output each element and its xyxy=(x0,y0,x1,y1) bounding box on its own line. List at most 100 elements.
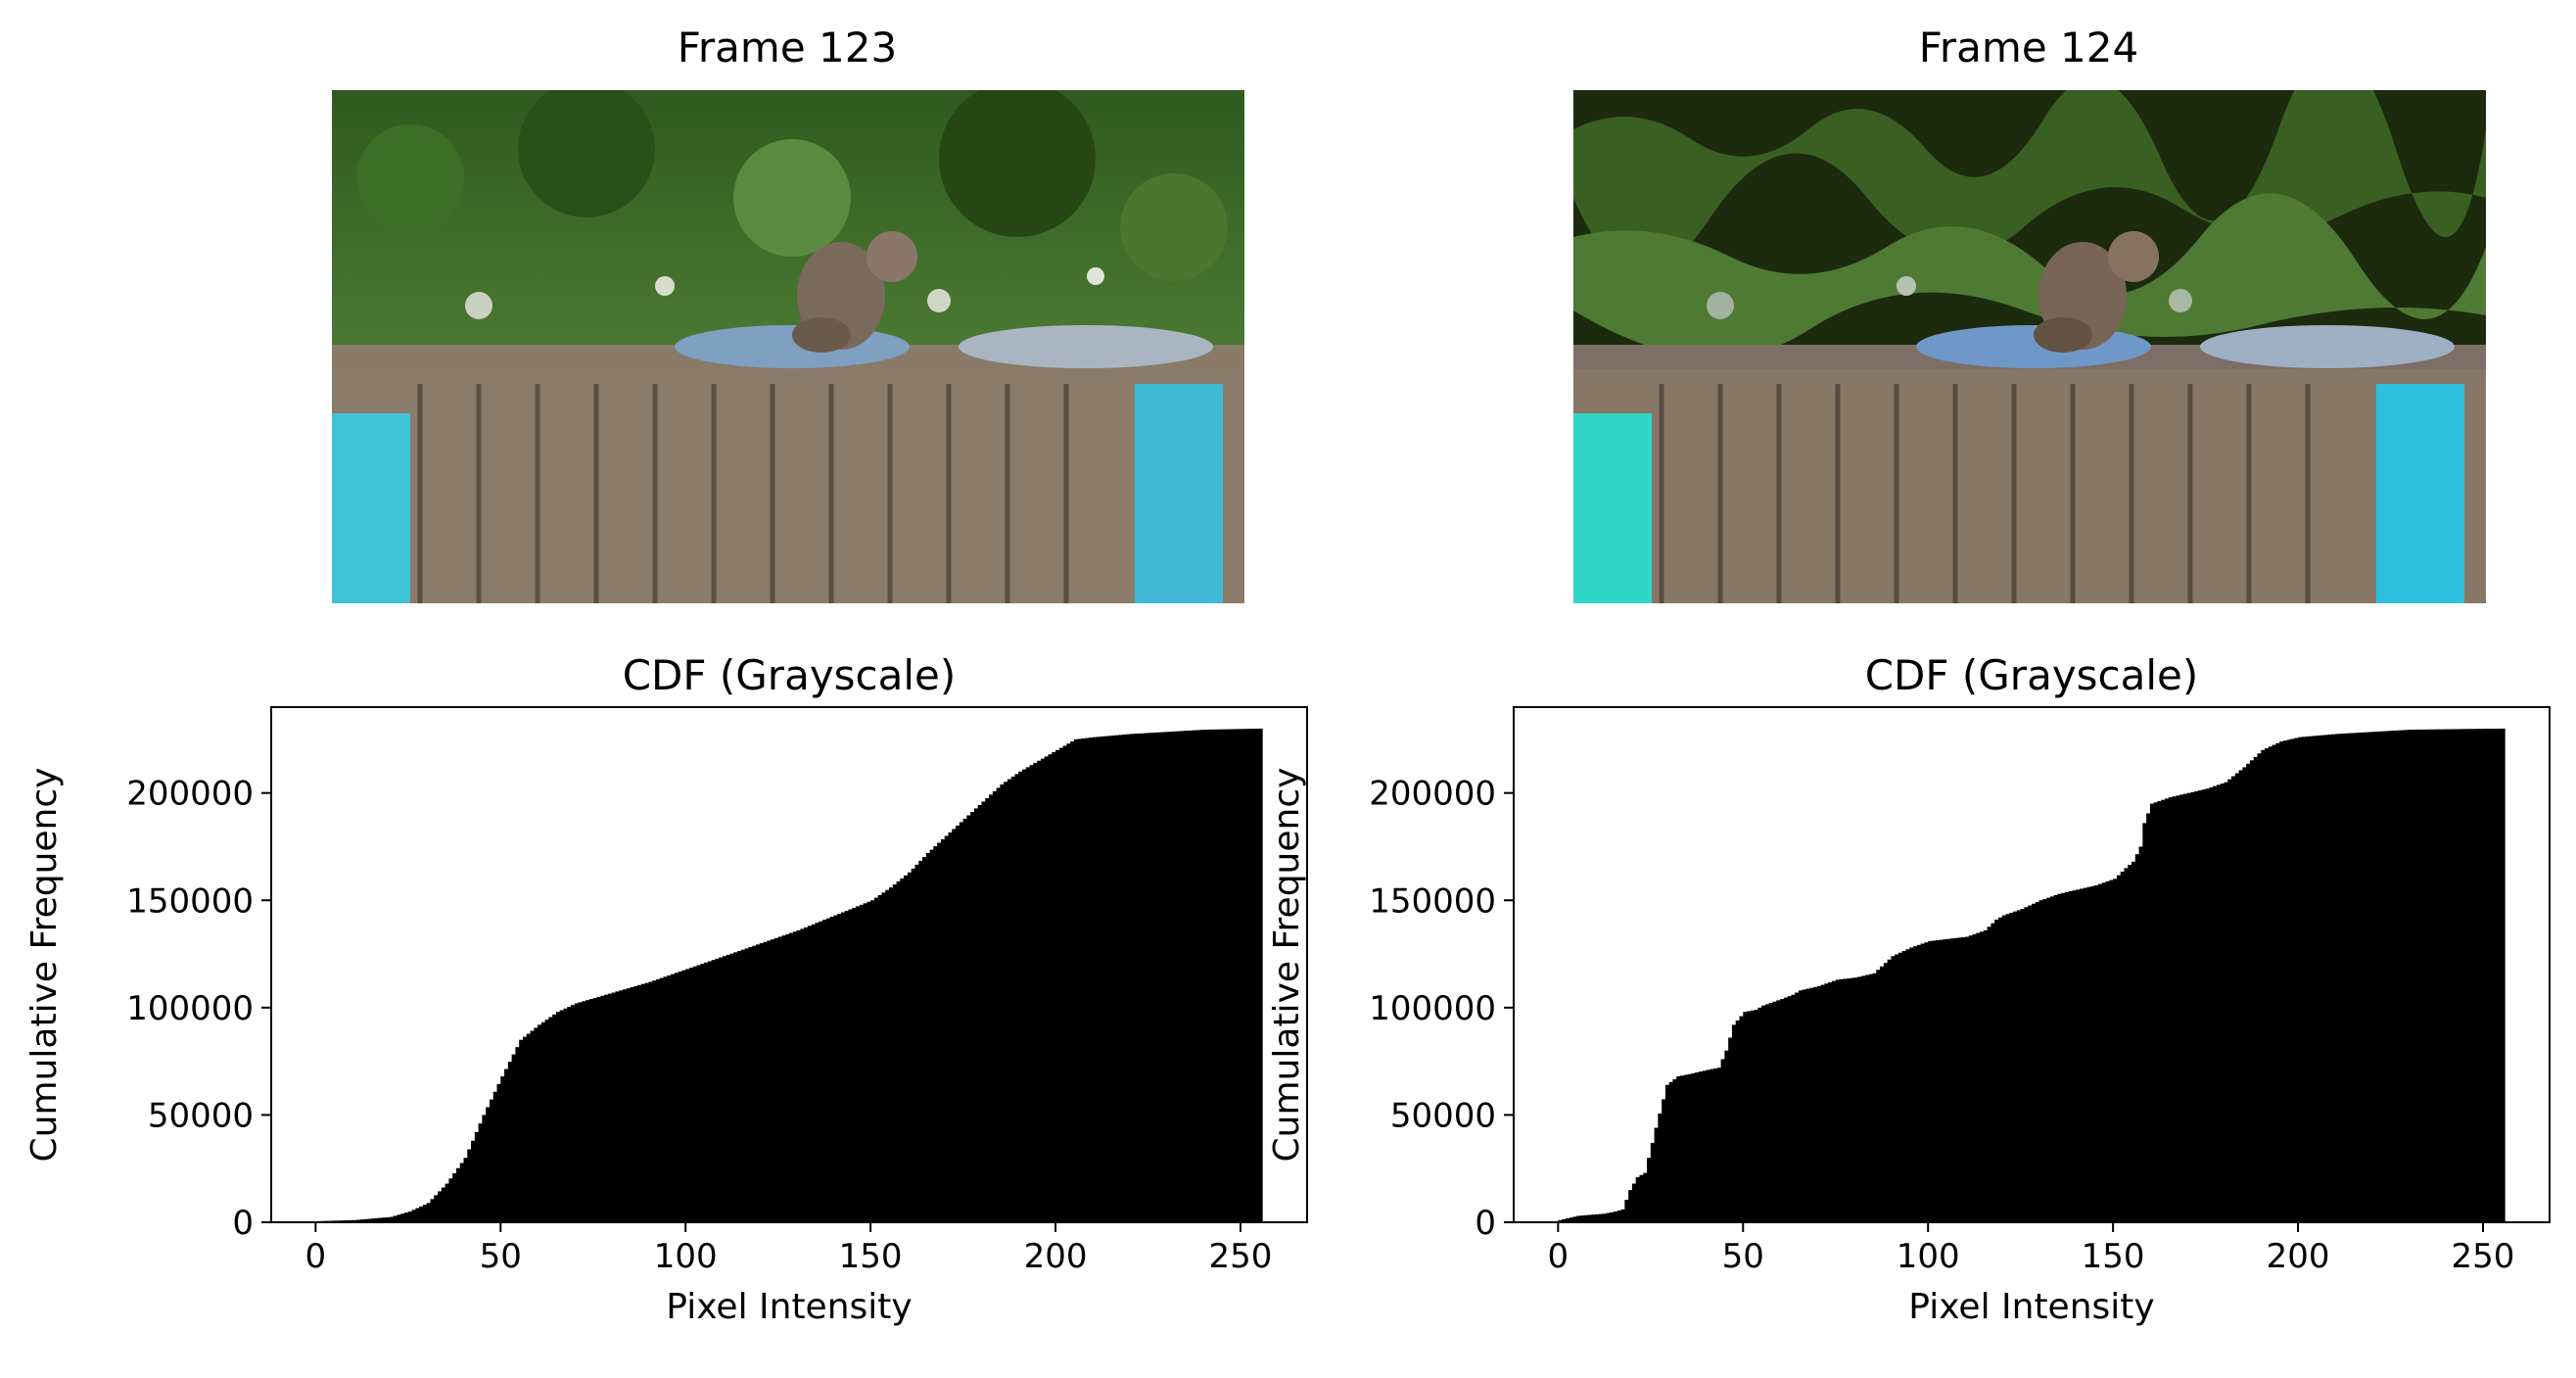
cdf-bar xyxy=(1713,1068,1718,1222)
cdf-bar xyxy=(2080,888,2084,1222)
cdf-bar xyxy=(1214,729,1219,1222)
cdf-bar xyxy=(1935,940,1941,1222)
cdf-bar xyxy=(1628,1190,1633,1222)
cdf-bar xyxy=(374,1217,380,1222)
cdf-bar xyxy=(925,853,931,1222)
cdf-bar xyxy=(615,991,620,1222)
cdf-bar xyxy=(1007,779,1012,1222)
cdf-bar xyxy=(1850,977,1855,1222)
cdf-bar xyxy=(1122,735,1127,1222)
cdf-bar xyxy=(626,988,632,1222)
cdf-bar xyxy=(2234,773,2240,1222)
cdf-bar xyxy=(892,884,898,1222)
cdf-bar xyxy=(459,1163,465,1222)
cdf-bar xyxy=(777,936,783,1222)
cdf-bar xyxy=(937,842,942,1222)
cdf-bar xyxy=(1887,959,1893,1222)
cdf-bar xyxy=(2005,914,2010,1222)
cdf-bar xyxy=(2038,900,2043,1222)
cdf-bar xyxy=(1583,1214,1589,1222)
cdf-bar xyxy=(619,990,624,1222)
cdf-bar xyxy=(1702,1070,1708,1222)
cdf-bar xyxy=(382,1217,387,1222)
cdf-bar xyxy=(1562,1218,1567,1222)
cdf-bar xyxy=(1616,1210,1622,1222)
cdf-bar xyxy=(1664,1084,1670,1222)
cdf-bar xyxy=(578,1002,583,1222)
cdf-bar xyxy=(1155,732,1160,1222)
cdf-bar xyxy=(2290,738,2295,1222)
cdf-bar xyxy=(904,875,909,1222)
cdf-bar xyxy=(352,1219,357,1222)
cdf-bar xyxy=(2253,756,2259,1222)
cdf-bar xyxy=(607,993,613,1222)
x-tick-label: 50 xyxy=(1722,1237,1764,1276)
cdf-bar xyxy=(1089,737,1094,1222)
cdf-bar xyxy=(2313,736,2318,1222)
cdf-bar xyxy=(1070,741,1075,1222)
cdf-bar xyxy=(1710,1069,1714,1222)
cdf-bar xyxy=(419,1206,424,1222)
x-tick-label: 200 xyxy=(2267,1237,2330,1276)
cdf-bar xyxy=(492,1091,498,1222)
cdf-bar xyxy=(1580,1215,1585,1222)
cdf-bar xyxy=(588,999,594,1222)
cdf-bar xyxy=(1229,729,1235,1222)
cdf-bar xyxy=(1014,774,1019,1222)
cdf-bar xyxy=(1676,1075,1681,1222)
cdf-bar xyxy=(2094,884,2099,1222)
cdf-bar xyxy=(2442,729,2447,1222)
cdf-bar xyxy=(1706,1069,1710,1222)
cdf-bar xyxy=(404,1212,409,1222)
cdf-bar xyxy=(811,924,817,1222)
cdf-bar xyxy=(2390,731,2395,1222)
cdf-bar xyxy=(1757,1007,1762,1222)
cdf-bar xyxy=(2501,728,2506,1222)
cdf-bar xyxy=(2265,748,2270,1222)
cdf-bar xyxy=(829,917,834,1222)
cdf-bar xyxy=(952,829,957,1222)
cdf-bar xyxy=(2298,737,2303,1222)
cdf-bar xyxy=(929,849,934,1222)
cdf-bar xyxy=(1743,1012,1748,1222)
cdf-bar xyxy=(944,835,950,1222)
cdf-bar xyxy=(2257,753,2262,1222)
cdf-bar xyxy=(582,1001,586,1222)
cdf-bar xyxy=(1598,1213,1604,1222)
cdf-bar xyxy=(1133,734,1138,1222)
cdf-bar xyxy=(1591,1214,1596,1222)
cdf-bar xyxy=(2061,892,2066,1222)
cdf-bar xyxy=(1980,931,1985,1222)
cdf-bar xyxy=(397,1214,401,1222)
cdf-bar xyxy=(900,878,905,1222)
cdf-bar xyxy=(692,966,698,1222)
cdf-bar xyxy=(866,901,871,1222)
cdf-bar xyxy=(1739,1016,1744,1222)
cdf-bar xyxy=(1162,732,1168,1222)
cdf-bar xyxy=(1569,1217,1574,1222)
cdf-bar xyxy=(538,1024,542,1222)
cdf-bar xyxy=(1961,936,1966,1222)
cdf-bar xyxy=(1000,784,1005,1222)
cdf-bar xyxy=(2365,732,2369,1222)
cdf-bar xyxy=(1895,954,1899,1222)
cdf-bar xyxy=(371,1218,376,1222)
cdf-bar xyxy=(2046,897,2051,1222)
cdf-bar xyxy=(1820,984,1825,1222)
cdf-chart-frame-123: 0 50 100 150 200 250 0 50000 100000 150000 200000 C… xyxy=(24,651,1308,1327)
cdf-bar xyxy=(1195,730,1201,1222)
frame-2-title: Frame 124 xyxy=(1918,24,2139,71)
cdf-bar xyxy=(667,974,672,1222)
cdf-bar xyxy=(2146,813,2151,1222)
cdf-bar xyxy=(2209,786,2214,1222)
cdf-bar xyxy=(548,1017,553,1222)
cdf-bar xyxy=(2182,793,2188,1222)
cdf-bar xyxy=(704,962,709,1222)
cdf-bar xyxy=(2042,898,2047,1222)
cdf-bar xyxy=(563,1008,568,1222)
cdf-bar xyxy=(973,808,979,1222)
cdf-bar xyxy=(2216,784,2222,1222)
cdf-bar xyxy=(873,897,879,1222)
cdf-bar xyxy=(1791,994,1796,1222)
cdf-bar xyxy=(2168,797,2174,1222)
